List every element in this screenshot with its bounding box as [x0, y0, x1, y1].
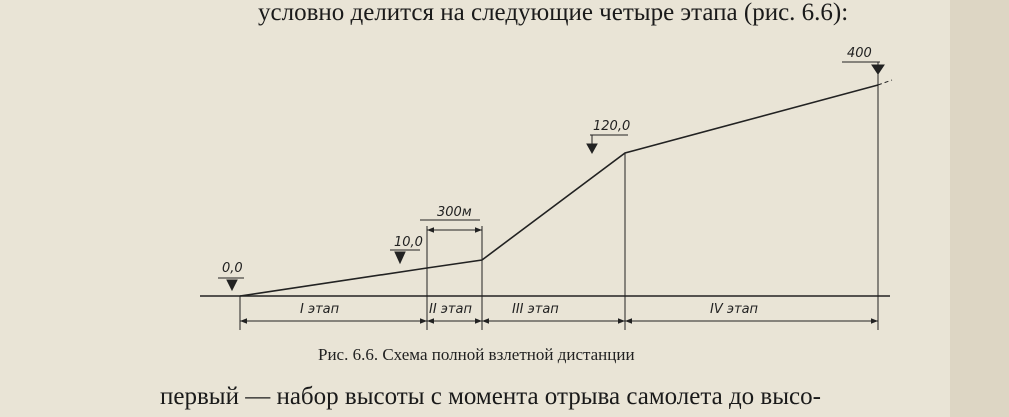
page-edge	[950, 0, 1009, 417]
dimension-lines	[240, 219, 878, 324]
height-markers	[218, 61, 885, 292]
height-label: 10,0	[394, 235, 423, 250]
height-label: 400	[847, 46, 872, 61]
paragraph-top: условно делится на следующие четыре этап…	[258, 0, 848, 26]
path-continuation	[877, 79, 893, 86]
distance-label: 300м	[437, 205, 472, 220]
stage-label: II этап	[429, 302, 472, 317]
height-label: 120,0	[593, 119, 630, 134]
extension-lines	[239, 85, 879, 330]
paragraph-bottom: первый — набор высоты с момента отрыва с…	[160, 383, 821, 410]
figure-caption: Рис. 6.6. Схема полной взлетной дистанци…	[318, 345, 635, 364]
height-label: 0,0	[222, 261, 243, 276]
diagram: 0,0 10,0 120,0 400 300м I этап II этап I…	[200, 46, 893, 330]
stage-label: IV этап	[710, 302, 759, 317]
stage-label: I этап	[300, 302, 340, 317]
stage-label: III этап	[512, 302, 559, 317]
